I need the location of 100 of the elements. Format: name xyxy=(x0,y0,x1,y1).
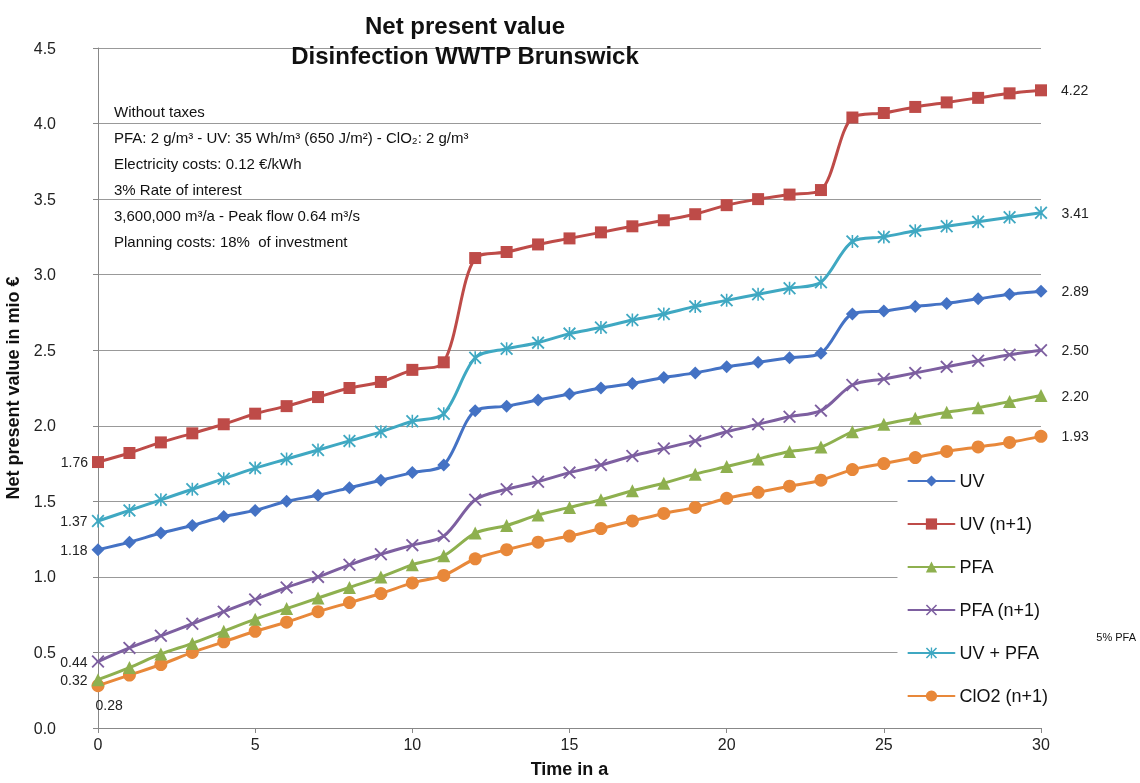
point xyxy=(154,629,168,643)
point xyxy=(468,404,482,418)
point xyxy=(1034,284,1048,298)
point xyxy=(657,506,671,520)
point xyxy=(657,370,671,384)
point xyxy=(437,458,451,472)
chart-subtitle: Disinfection WWTP Brunswick xyxy=(291,41,640,69)
point xyxy=(563,529,576,543)
data-label: 0.32 xyxy=(60,671,88,688)
point xyxy=(311,570,325,584)
point xyxy=(312,391,325,404)
y-tick-label: 2.5 xyxy=(33,341,57,359)
y-tick-label: 3.5 xyxy=(33,190,57,208)
point xyxy=(814,346,828,360)
point xyxy=(249,407,262,420)
point xyxy=(532,238,545,251)
point xyxy=(751,452,765,466)
legend-label: UV xyxy=(959,471,985,491)
point xyxy=(563,500,576,514)
point xyxy=(657,214,670,227)
point xyxy=(1035,84,1047,97)
point xyxy=(688,500,702,514)
point xyxy=(280,400,293,413)
point xyxy=(971,215,985,229)
point xyxy=(783,479,797,493)
point xyxy=(689,208,702,221)
y-tick-label: 3.0 xyxy=(33,266,57,284)
point xyxy=(563,387,576,401)
data-label: 2.50 xyxy=(1061,342,1089,359)
data-label: 2.89 xyxy=(1061,283,1089,300)
point xyxy=(751,287,765,301)
point xyxy=(92,456,104,469)
point xyxy=(342,558,356,572)
point xyxy=(468,493,482,507)
point xyxy=(500,482,514,496)
point xyxy=(406,363,419,376)
point xyxy=(625,376,639,390)
y-tick-label: 4.0 xyxy=(33,115,57,133)
point xyxy=(908,451,922,465)
point xyxy=(311,605,325,619)
point xyxy=(437,407,451,421)
point xyxy=(342,481,356,495)
point xyxy=(877,304,891,318)
point xyxy=(217,605,231,619)
point xyxy=(468,351,482,365)
point xyxy=(91,514,105,528)
point xyxy=(405,558,419,572)
point xyxy=(971,354,985,368)
point xyxy=(500,399,514,413)
point xyxy=(91,543,105,557)
point xyxy=(657,441,671,455)
point xyxy=(374,547,388,561)
point xyxy=(594,226,607,239)
legend-label: ClO2 (n+1) xyxy=(959,686,1049,706)
point xyxy=(531,535,545,549)
point xyxy=(940,96,953,109)
chart-title: Net present value xyxy=(364,11,566,39)
point xyxy=(531,475,545,489)
point xyxy=(280,615,294,629)
legend-label: PFA xyxy=(959,557,994,577)
point xyxy=(531,393,545,407)
point xyxy=(845,463,859,477)
point xyxy=(248,624,262,638)
point xyxy=(594,458,608,472)
data-label: 3.41 xyxy=(1061,204,1089,221)
point xyxy=(845,307,859,321)
x-axis-title: Time in a xyxy=(530,759,610,779)
point xyxy=(1003,287,1017,301)
point xyxy=(500,519,514,533)
data-label: 0.44 xyxy=(60,653,88,670)
point xyxy=(972,91,985,104)
point xyxy=(123,446,136,459)
point xyxy=(374,587,388,601)
point xyxy=(1034,206,1048,220)
data-label: 4.22 xyxy=(1061,82,1089,99)
point xyxy=(720,360,734,374)
point xyxy=(311,443,325,457)
y-tick-label: 0.5 xyxy=(33,643,57,661)
point xyxy=(217,418,230,431)
point xyxy=(122,535,136,549)
legend-label: UV (n+1) xyxy=(959,514,1032,534)
y-tick-label: 4.5 xyxy=(33,39,57,57)
point xyxy=(751,417,765,431)
point xyxy=(217,624,231,638)
y-tick-label: 1.0 xyxy=(33,568,57,586)
data-label: 0.28 xyxy=(95,697,123,714)
point xyxy=(908,366,922,380)
point xyxy=(720,199,733,212)
point xyxy=(500,543,514,557)
point xyxy=(877,372,891,386)
x-tick-label: 10 xyxy=(403,735,422,753)
annotation: Without taxes xyxy=(114,103,205,120)
point xyxy=(531,508,545,522)
x-tick-label: 0 xyxy=(93,735,103,753)
point xyxy=(374,425,388,439)
point xyxy=(280,602,294,616)
point xyxy=(594,381,608,395)
point xyxy=(877,417,891,431)
point xyxy=(563,466,576,480)
point xyxy=(814,473,828,487)
